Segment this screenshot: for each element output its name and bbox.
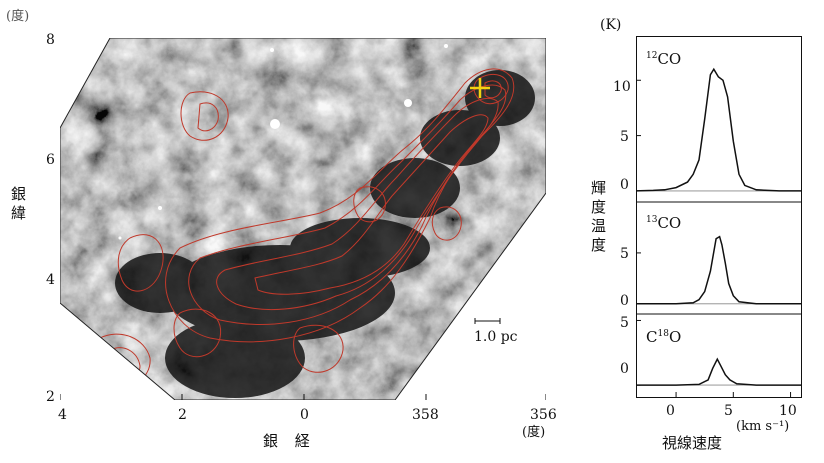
spectra-y-tick: 5 bbox=[620, 246, 629, 262]
spectra-x-unit: (km s⁻¹) bbox=[736, 419, 790, 434]
galactic-map bbox=[60, 38, 546, 400]
map-x-tick: 356 bbox=[530, 407, 557, 423]
map-x-tick: 4 bbox=[58, 407, 67, 423]
contours bbox=[90, 68, 515, 390]
spectrum-line-c18o bbox=[636, 357, 802, 386]
map-x-ticks bbox=[60, 394, 546, 400]
spectra-unit-label: (K) bbox=[600, 17, 622, 33]
spectra-x-tick: 10 bbox=[779, 403, 797, 419]
map-y-tick: 6 bbox=[46, 152, 55, 168]
scale-bar-line bbox=[474, 318, 501, 324]
map-y-tick: 4 bbox=[46, 272, 55, 288]
dark-cloud bbox=[115, 70, 535, 398]
spectrum-line-12co bbox=[636, 67, 802, 192]
map-y-axis-label: 銀緯 bbox=[9, 186, 27, 224]
map-x-tick: 0 bbox=[300, 407, 309, 423]
spectra-chart bbox=[636, 36, 802, 398]
spectra-y-tick: 0 bbox=[620, 177, 629, 193]
panel-label-c18o: C18O bbox=[646, 328, 682, 346]
panel-label-13co: 13CO bbox=[646, 214, 682, 232]
spectra-y-tick: 0 bbox=[620, 361, 629, 377]
stars bbox=[118, 44, 448, 240]
spectra-x-axis-label: 視線速度 bbox=[662, 434, 723, 452]
scale-bar-label: 1.0 pc bbox=[474, 329, 518, 345]
spectrum-line-13co bbox=[636, 235, 802, 305]
spectra-x-tick: 5 bbox=[724, 403, 733, 419]
map-y-tick: 8 bbox=[46, 32, 55, 48]
spectra-y-tick: 10 bbox=[613, 79, 631, 95]
spectra-y-tick: 0 bbox=[620, 293, 629, 309]
map-x-unit: (度) bbox=[522, 425, 546, 440]
map-y-tick: 2 bbox=[46, 389, 55, 405]
map-x-axis-label: 銀 経 bbox=[263, 432, 316, 450]
panel-label-12co: 12CO bbox=[646, 50, 682, 68]
map-unit-label: (度) bbox=[6, 9, 30, 24]
map-x-tick: 2 bbox=[178, 407, 187, 423]
spectra-x-tick: 0 bbox=[666, 403, 675, 419]
spectra-y-axis-label: 輝度温度 bbox=[589, 180, 607, 256]
map-x-tick: 358 bbox=[412, 407, 439, 423]
spectra-y-tick: 5 bbox=[620, 315, 629, 331]
cross-marker bbox=[470, 78, 490, 98]
spectra-y-tick: 5 bbox=[620, 129, 629, 145]
